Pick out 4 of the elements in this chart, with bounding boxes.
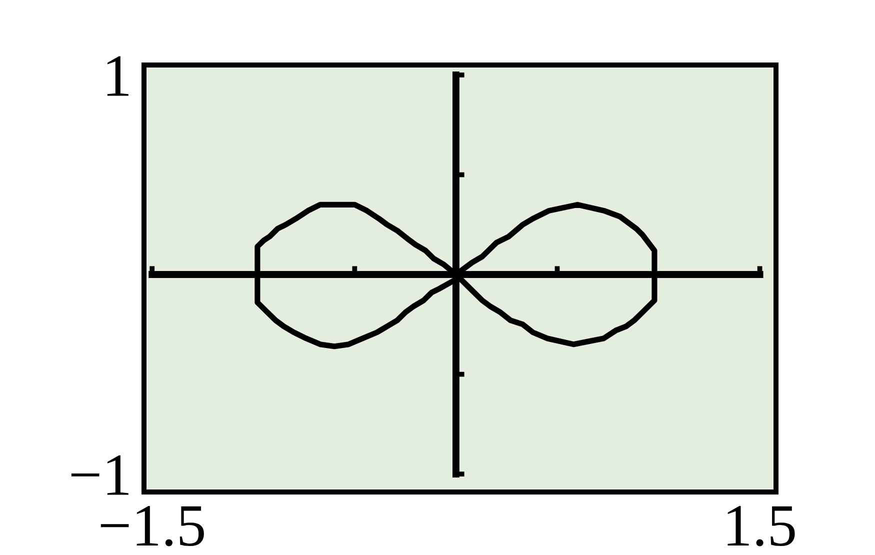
y-tick-label: 1	[107, 56, 128, 96]
x-tick-label: −1.5	[100, 506, 204, 546]
x-tick-label: 1.5	[728, 506, 795, 546]
y-tick-label: −1	[71, 455, 128, 495]
